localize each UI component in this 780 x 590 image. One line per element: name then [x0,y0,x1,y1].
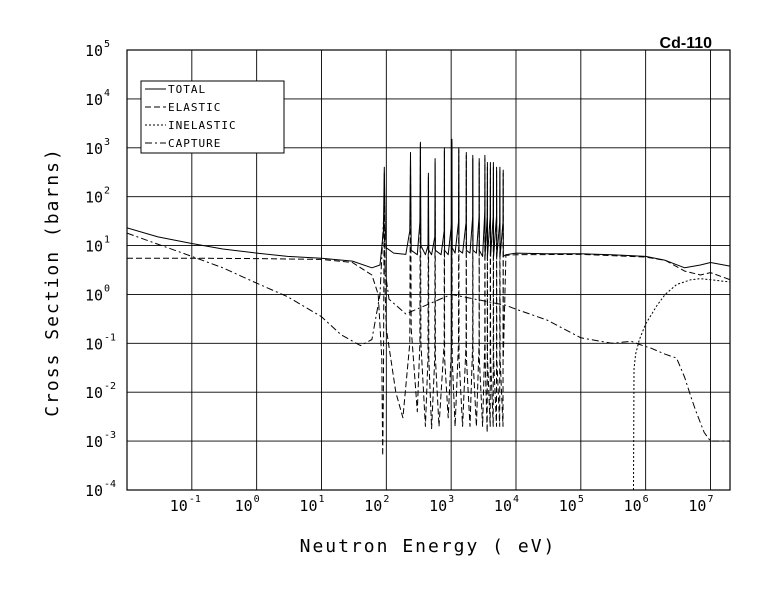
legend-label: INELASTIC [168,119,237,132]
y-tick-base: 10 [85,286,103,304]
x-tick-base: 10 [364,497,382,515]
x-tick-labels: 10 -1 10 0 10 1 10 2 10 3 10 4 10 5 10 6 10 7 [170,494,714,515]
x-tick-exponent: 6 [643,494,649,505]
y-tick-label: 10 -1 [85,332,116,353]
x-tick-exponent: 0 [254,494,260,505]
x-tick-label: 10 5 [559,494,584,515]
x-tick-exponent: 5 [578,494,584,505]
series-elastic-line [127,141,731,457]
x-tick-exponent: 3 [448,494,454,505]
y-tick-base: 10 [85,189,103,207]
y-tick-base: 10 [85,140,103,158]
y-tick-exponent: -3 [104,430,116,441]
y-tick-exponent: 1 [104,235,110,246]
x-tick-label: 10 -1 [170,494,201,515]
y-tick-exponent: 5 [104,39,110,50]
x-axis-title: Neutron Energy ( eV) [300,536,557,557]
legend-label: ELASTIC [168,101,221,114]
x-tick-label: 10 0 [235,494,260,515]
x-tick-label: 10 7 [688,494,713,515]
series-layer [126,138,731,491]
y-tick-label: 10 5 [85,39,110,60]
chart-title: Cd-110 [660,35,713,52]
x-tick-base: 10 [559,497,577,515]
legend-label: CAPTURE [168,137,221,150]
x-tick-label: 10 4 [494,494,519,515]
y-tick-label: 10 -4 [85,479,116,500]
y-tick-base: 10 [85,335,103,353]
y-tick-base: 10 [85,91,103,109]
y-tick-exponent: 4 [104,88,110,99]
x-tick-label: 10 6 [624,494,649,515]
y-tick-exponent: 3 [104,137,110,148]
x-tick-base: 10 [494,497,512,515]
y-tick-label: 10 0 [85,283,110,304]
x-tick-exponent: -1 [189,494,201,505]
x-tick-label: 10 1 [299,494,324,515]
y-tick-label: 10 4 [85,88,110,109]
y-tick-base: 10 [85,238,103,256]
x-tick-label: 10 2 [364,494,389,515]
x-tick-base: 10 [688,497,706,515]
y-tick-exponent: -4 [104,479,116,490]
legend-item: CAPTURE [145,137,221,150]
y-tick-label: 10 1 [85,235,110,256]
x-tick-base: 10 [299,497,317,515]
x-tick-base: 10 [429,497,447,515]
legend: TOTAL ELASTIC INELASTIC CAPTURE [140,80,285,154]
y-tick-exponent: -2 [104,381,116,392]
y-tick-exponent: 2 [104,186,110,197]
y-tick-label: 10 -3 [85,430,116,451]
plot-frame [126,49,731,491]
x-tick-base: 10 [235,497,253,515]
y-tick-exponent: -1 [104,332,116,343]
x-tick-exponent: 1 [318,494,324,505]
x-tick-exponent: 4 [513,494,519,505]
y-tick-label: 10 2 [85,186,110,207]
y-tick-label: 10 3 [85,137,110,158]
series-capture-line [126,221,730,442]
x-tick-exponent: 7 [707,494,713,505]
y-axis-title: Cross Section (barns) [42,147,63,417]
legend-item: ELASTIC [145,101,221,114]
legend-box [140,80,285,154]
y-tick-base: 10 [85,384,103,402]
y-tick-exponent: 0 [104,283,110,294]
x-tick-base: 10 [170,497,188,515]
y-tick-base: 10 [85,42,103,60]
series-inelastic-line [633,278,731,491]
x-tick-base: 10 [624,497,642,515]
y-tick-base: 10 [85,433,103,451]
legend-item: INELASTIC [145,119,237,132]
x-tick-exponent: 2 [383,494,389,505]
y-tick-base: 10 [85,482,103,500]
y-tick-label: 10 -2 [85,381,116,402]
legend-label: TOTAL [168,83,206,96]
legend-item: TOTAL [145,83,206,96]
x-tick-label: 10 3 [429,494,454,515]
